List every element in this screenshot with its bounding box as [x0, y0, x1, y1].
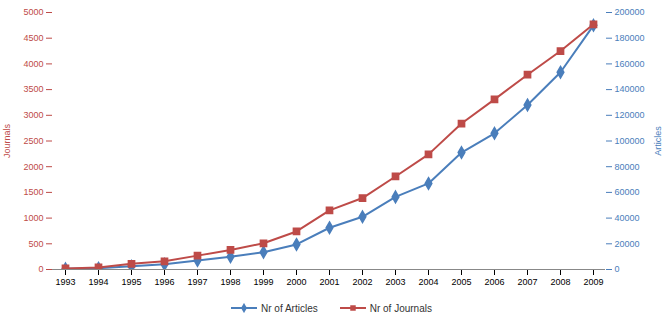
svg-text:0: 0 — [615, 264, 620, 274]
svg-text:2004: 2004 — [418, 277, 438, 287]
svg-text:2003: 2003 — [385, 277, 405, 287]
svg-text:Articles: Articles — [653, 126, 663, 156]
svg-text:180000: 180000 — [615, 33, 645, 43]
svg-text:3000: 3000 — [23, 110, 43, 120]
svg-text:2005: 2005 — [451, 277, 471, 287]
svg-text:1994: 1994 — [88, 277, 108, 287]
svg-text:2001: 2001 — [319, 277, 339, 287]
svg-text:3500: 3500 — [23, 84, 43, 94]
svg-text:2009: 2009 — [583, 277, 603, 287]
svg-text:2500: 2500 — [23, 136, 43, 146]
svg-text:2000: 2000 — [286, 277, 306, 287]
svg-text:60000: 60000 — [615, 187, 640, 197]
svg-text:1993: 1993 — [55, 277, 75, 287]
svg-text:200000: 200000 — [615, 7, 645, 17]
svg-text:80000: 80000 — [615, 162, 640, 172]
svg-text:2006: 2006 — [484, 277, 504, 287]
svg-text:5000: 5000 — [23, 7, 43, 17]
svg-text:20000: 20000 — [615, 239, 640, 249]
svg-text:4000: 4000 — [23, 59, 43, 69]
svg-text:4500: 4500 — [23, 33, 43, 43]
svg-text:100000: 100000 — [615, 136, 645, 146]
svg-text:2008: 2008 — [550, 277, 570, 287]
svg-text:40000: 40000 — [615, 213, 640, 223]
svg-text:1000: 1000 — [23, 213, 43, 223]
svg-text:1500: 1500 — [23, 187, 43, 197]
svg-text:2002: 2002 — [352, 277, 372, 287]
svg-text:160000: 160000 — [615, 59, 645, 69]
svg-text:1996: 1996 — [154, 277, 174, 287]
html-text:Nr of Journals: Nr of Journals — [369, 302, 432, 314]
svg-text:2000: 2000 — [23, 162, 43, 172]
svg-text:1998: 1998 — [220, 277, 240, 287]
svg-text:1995: 1995 — [121, 277, 141, 287]
html-text:Nr of Articles: Nr of Articles — [261, 302, 318, 314]
svg-text:1997: 1997 — [187, 277, 207, 287]
svg-text:2007: 2007 — [517, 277, 537, 287]
svg-text:120000: 120000 — [615, 110, 645, 120]
svg-text:0: 0 — [38, 264, 43, 274]
svg-text:Journals: Journals — [2, 123, 12, 158]
svg-text:1999: 1999 — [253, 277, 273, 287]
svg-text:500: 500 — [28, 239, 43, 249]
svg-text:140000: 140000 — [615, 84, 645, 94]
